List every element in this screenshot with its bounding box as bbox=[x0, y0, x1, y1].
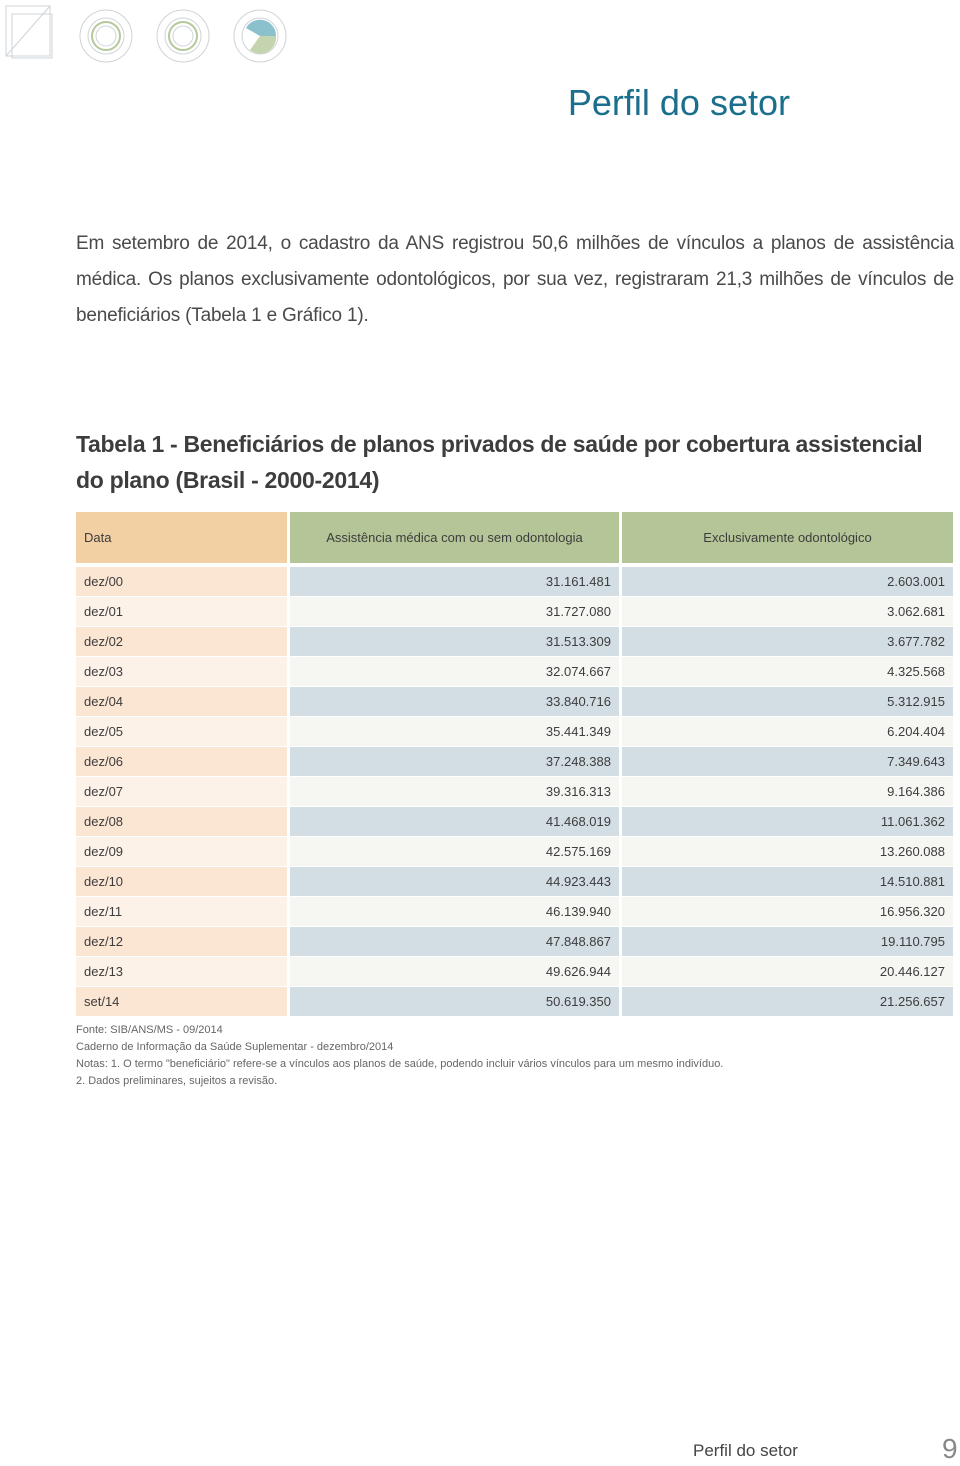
date-cell: dez/04 bbox=[76, 687, 287, 716]
value-cell: 46.139.940 bbox=[290, 897, 619, 926]
value-cell: 19.110.795 bbox=[622, 927, 953, 956]
value-cell: 39.316.313 bbox=[290, 777, 619, 806]
footer-section: Perfil do setor bbox=[693, 1441, 798, 1460]
intro-paragraph: Em setembro de 2014, o cadastro da ANS r… bbox=[76, 233, 954, 326]
value-cell: 41.468.019 bbox=[290, 807, 619, 836]
value-cell: 42.575.169 bbox=[290, 837, 619, 866]
value-cell: 20.446.127 bbox=[622, 957, 953, 986]
value-cell: 49.626.944 bbox=[290, 957, 619, 986]
date-cell: dez/01 bbox=[76, 597, 287, 626]
value-cell: 3.062.681 bbox=[622, 597, 953, 626]
value-cell: 21.256.657 bbox=[622, 987, 953, 1016]
date-cell: dez/02 bbox=[76, 627, 287, 656]
date-cell: dez/12 bbox=[76, 927, 287, 956]
value-cell: 16.956.320 bbox=[622, 897, 953, 926]
date-cell: dez/13 bbox=[76, 957, 287, 986]
value-cell: 44.923.443 bbox=[290, 867, 619, 896]
value-cell: 9.164.386 bbox=[622, 777, 953, 806]
note-line: Notas: 1. O termo "beneficiário" refere-… bbox=[76, 1058, 724, 1070]
column-header: Exclusivamente odontológico bbox=[622, 512, 953, 563]
value-cell: 31.727.080 bbox=[290, 597, 619, 626]
value-cell: 3.677.782 bbox=[622, 627, 953, 656]
value-cell: 13.260.088 bbox=[622, 837, 953, 866]
note-line: 2. Dados preliminares, sujeitos a revisã… bbox=[76, 1075, 278, 1087]
value-cell: 47.848.867 bbox=[290, 927, 619, 956]
date-cell: dez/10 bbox=[76, 867, 287, 896]
date-cell: dez/03 bbox=[76, 657, 287, 686]
header-logo bbox=[5, 5, 287, 63]
date-cell: dez/07 bbox=[76, 777, 287, 806]
value-cell: 11.061.362 bbox=[622, 807, 953, 836]
value-cell: 4.325.568 bbox=[622, 657, 953, 686]
date-cell: dez/11 bbox=[76, 897, 287, 926]
value-cell: 33.840.716 bbox=[290, 687, 619, 716]
value-cell: 31.161.481 bbox=[290, 567, 619, 596]
notes: Fonte: SIB/ANS/MS - 09/2014 Caderno de In… bbox=[76, 1022, 723, 1090]
date-cell: set/14 bbox=[76, 987, 287, 1016]
date-cell: dez/09 bbox=[76, 837, 287, 866]
value-cell: 14.510.881 bbox=[622, 867, 953, 896]
value-cell: 50.619.350 bbox=[290, 987, 619, 1016]
note-line: Fonte: SIB/ANS/MS - 09/2014 bbox=[76, 1024, 223, 1036]
value-cell: 6.204.404 bbox=[622, 717, 953, 746]
table-title: Tabela 1 - Beneficiários de planos priva… bbox=[76, 431, 923, 493]
value-cell: 35.441.349 bbox=[290, 717, 619, 746]
page-number: 9 bbox=[942, 1433, 958, 1464]
date-cell: dez/05 bbox=[76, 717, 287, 746]
note-line: Caderno de Informação da Saúde Suplement… bbox=[76, 1041, 394, 1053]
value-cell: 37.248.388 bbox=[290, 747, 619, 776]
column-header: Assistência médica com ou sem odontologi… bbox=[290, 512, 619, 563]
value-cell: 7.349.643 bbox=[622, 747, 953, 776]
date-cell: dez/06 bbox=[76, 747, 287, 776]
value-cell: 5.312.915 bbox=[622, 687, 953, 716]
value-cell: 32.074.667 bbox=[290, 657, 619, 686]
value-cell: 2.603.001 bbox=[622, 567, 953, 596]
column-header: Data bbox=[76, 512, 287, 563]
value-cell: 31.513.309 bbox=[290, 627, 619, 656]
date-cell: dez/08 bbox=[76, 807, 287, 836]
date-cell: dez/00 bbox=[76, 567, 287, 596]
page-title: Perfil do setor bbox=[567, 82, 790, 123]
